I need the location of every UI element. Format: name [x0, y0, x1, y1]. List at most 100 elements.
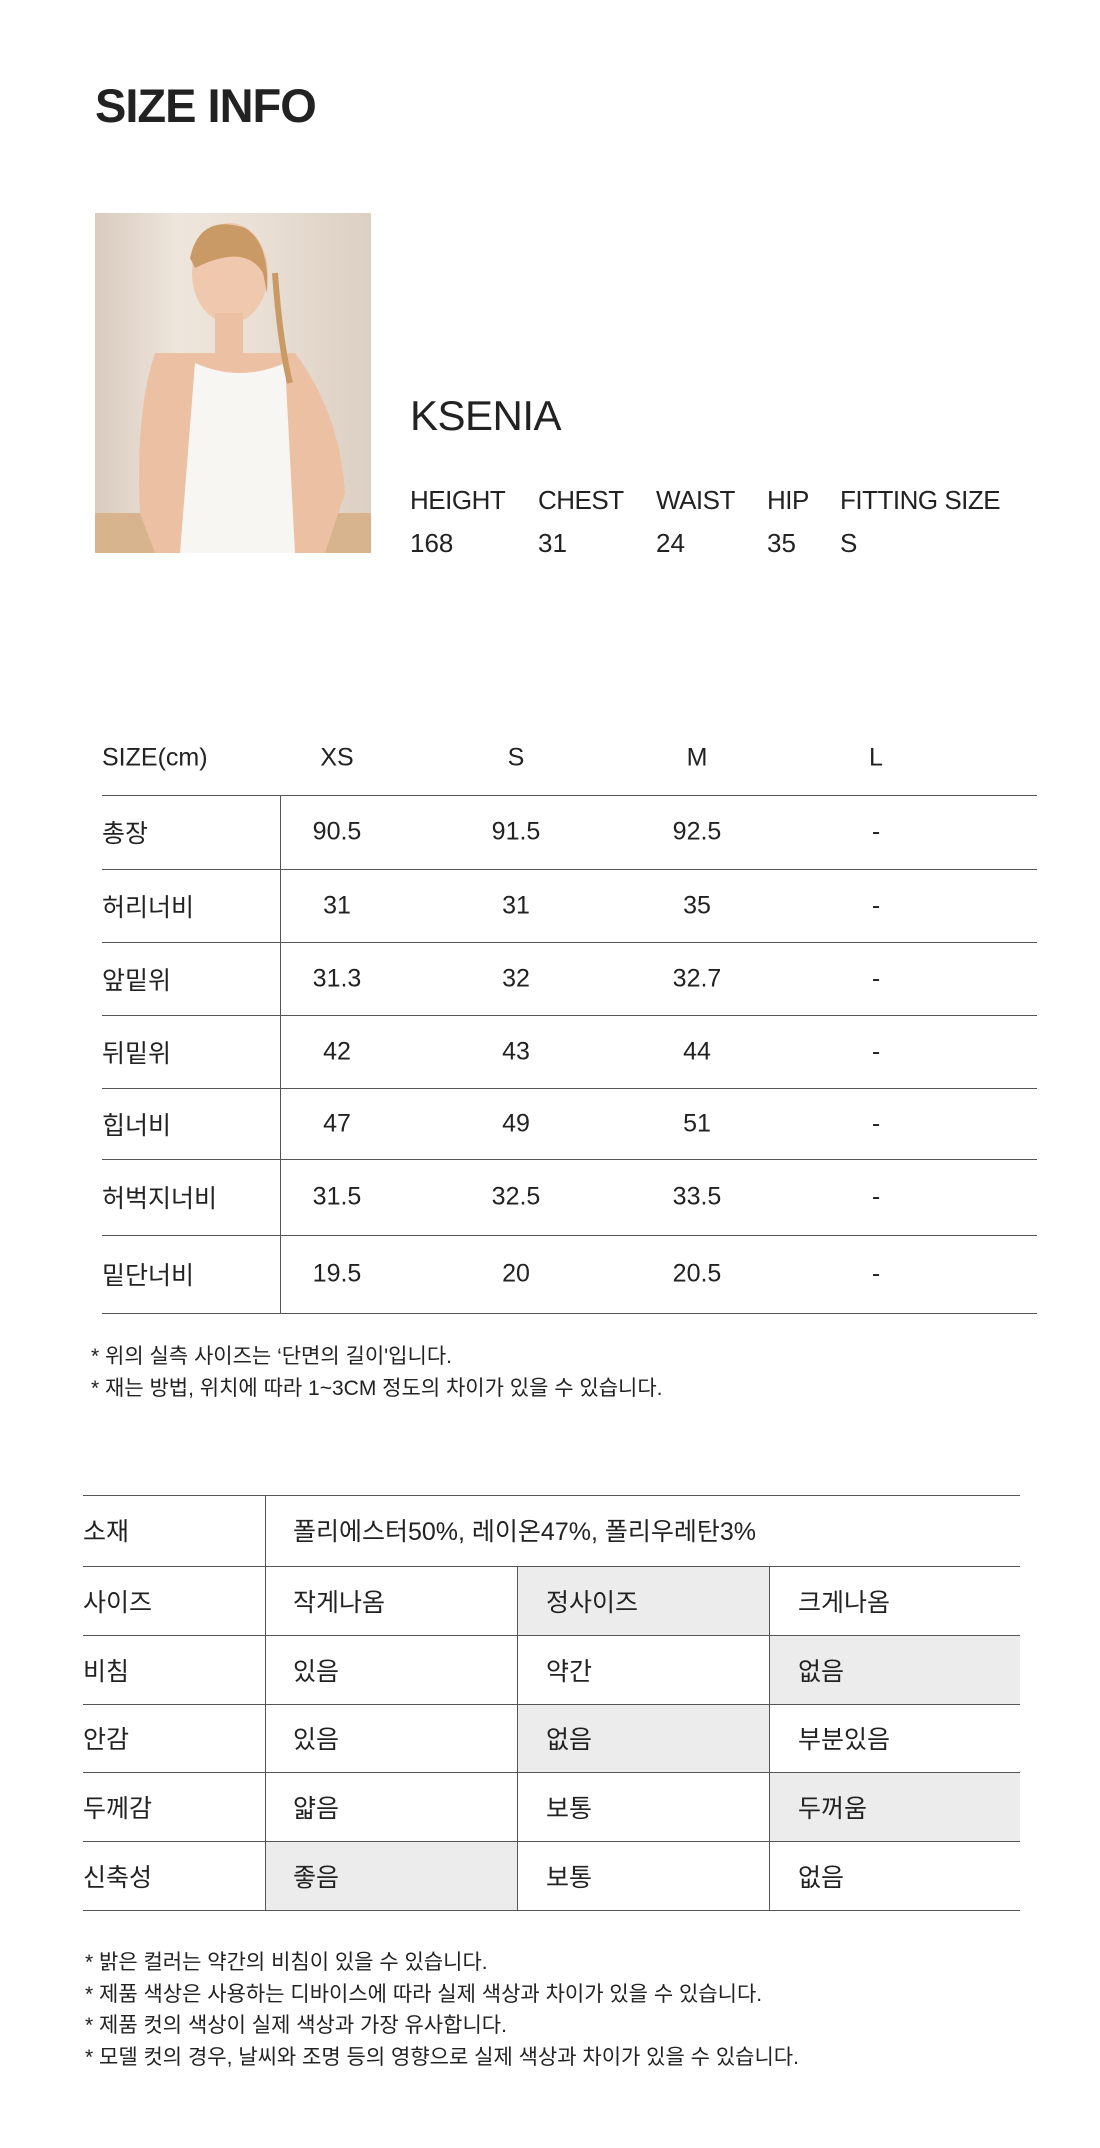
- page-title: SIZE INFO: [95, 79, 317, 132]
- attribute-option: 보통: [546, 1863, 593, 1892]
- note-line: * 모델 컷의 경우, 날씨와 조명 등의 영향으로 실제 색상과 차이가 있을…: [85, 2045, 799, 2069]
- note-line: * 밝은 컬러는 약간의 비침이 있을 수 있습니다.: [85, 1951, 488, 1974]
- size-value: 31.5: [312, 1182, 362, 1211]
- size-value: -: [871, 1109, 881, 1137]
- row-label: 허벅지너비: [102, 1185, 218, 1213]
- row-label: 밑단너비: [102, 1262, 195, 1290]
- selected-cell-bg: [265, 1841, 517, 1910]
- row-label: 뒤밑위: [102, 1039, 172, 1068]
- size-value: 19.5: [312, 1259, 362, 1288]
- stat-label: HEIGHT: [410, 485, 506, 515]
- note-line: * 재는 방법, 위치에 따라 1~3CM 정도의 차이가 있을 수 있습니다.: [91, 1377, 663, 1400]
- attribute-label: 사이즈: [83, 1588, 153, 1617]
- size-value: 91.5: [491, 817, 541, 846]
- row-label: 총장: [102, 820, 149, 848]
- size-value: 20.5: [672, 1259, 722, 1288]
- model-photo: [95, 213, 371, 553]
- model-photo-illustration: [95, 223, 371, 553]
- size-header: M: [686, 743, 708, 772]
- stat-label: WAIST: [656, 485, 735, 515]
- size-value: 42: [323, 1037, 351, 1065]
- size-header-label: SIZE(cm): [102, 743, 208, 772]
- attribute-option: 작게나옴: [293, 1588, 386, 1617]
- table-column-divider: [280, 795, 281, 1313]
- stat-value: 168: [410, 528, 454, 558]
- selected-cell-bg: [769, 1772, 1020, 1841]
- table-divider: [83, 1841, 1020, 1842]
- table-column-divider: [769, 1566, 770, 1910]
- attribute-option-selected: 좋음: [293, 1863, 340, 1892]
- size-value: 31: [323, 891, 351, 919]
- size-value: 92.5: [672, 817, 722, 846]
- selected-cell-bg: [517, 1566, 769, 1635]
- size-value: 31: [502, 891, 530, 919]
- row-label: 힙너비: [102, 1111, 172, 1140]
- size-header: S: [507, 743, 525, 772]
- attribute-label: 안감: [83, 1726, 130, 1754]
- table-divider: [83, 1635, 1020, 1636]
- note-line: * 제품 컷의 색상이 실제 색상과 가장 유사합니다.: [85, 2014, 507, 2037]
- table-divider: [102, 1015, 1037, 1016]
- model-name: KSENIA: [410, 392, 562, 439]
- size-value: 33.5: [672, 1182, 722, 1211]
- size-value: 43: [502, 1037, 530, 1065]
- table-divider: [102, 795, 1037, 796]
- size-value: -: [871, 964, 881, 992]
- attribute-label: 비침: [83, 1657, 130, 1686]
- stat-value: S: [840, 528, 858, 558]
- size-value: 90.5: [312, 817, 362, 846]
- attribute-option-selected: 없음: [798, 1657, 845, 1686]
- attribute-option: 부분있음: [798, 1726, 891, 1754]
- table-divider: [102, 942, 1037, 943]
- attribute-option: 보통: [546, 1794, 593, 1823]
- size-value: -: [871, 1182, 881, 1211]
- note-line: * 제품 색상은 사용하는 디바이스에 따라 실제 색상과 차이가 있을 수 있…: [85, 1982, 763, 2006]
- table-divider: [83, 1566, 1020, 1567]
- size-value: -: [871, 817, 881, 846]
- size-header: L: [869, 743, 883, 772]
- attribute-option: 있음: [293, 1657, 340, 1686]
- note-line: * 위의 실측 사이즈는 ‘단면의 길이'입니다.: [91, 1345, 452, 1368]
- size-value: 32.5: [491, 1182, 541, 1211]
- size-value: 47: [323, 1109, 351, 1137]
- size-value: 49: [502, 1109, 530, 1137]
- stat-label: HIP: [767, 485, 809, 515]
- size-value: -: [871, 1037, 881, 1065]
- table-divider: [83, 1704, 1020, 1705]
- size-value: 32.7: [672, 964, 722, 992]
- stat-value: 24: [656, 528, 685, 558]
- attribute-option: 없음: [798, 1863, 845, 1892]
- attribute-option: 있음: [293, 1726, 340, 1754]
- stat-label: CHEST: [538, 485, 624, 515]
- attribute-option: 크게나옴: [798, 1588, 891, 1617]
- row-label: 허리너비: [102, 893, 195, 922]
- size-value: 31.3: [312, 964, 362, 992]
- size-value: 35: [683, 891, 711, 919]
- size-header: XS: [320, 743, 354, 772]
- size-value: 44: [683, 1037, 711, 1065]
- attribute-option-selected: 없음: [546, 1726, 593, 1754]
- size-value: -: [871, 891, 881, 919]
- stat-value: 31: [538, 528, 567, 558]
- attribute-option-selected: 두꺼움: [798, 1794, 868, 1823]
- table-divider: [102, 1313, 1037, 1314]
- table-divider: [102, 1159, 1037, 1160]
- attribute-option-selected: 정사이즈: [546, 1588, 639, 1617]
- table-column-divider: [265, 1495, 266, 1910]
- table-column-divider: [517, 1566, 518, 1910]
- stat-value: 35: [767, 528, 796, 558]
- row-label: 앞밑위: [102, 966, 172, 995]
- table-divider: [83, 1495, 1020, 1496]
- selected-cell-bg: [517, 1704, 769, 1772]
- table-divider: [102, 869, 1037, 870]
- size-value: 20: [502, 1259, 530, 1288]
- attribute-option: 얇음: [293, 1794, 340, 1823]
- size-value: 32: [502, 964, 530, 992]
- table-divider: [83, 1910, 1020, 1911]
- material-value: 폴리에스터50%, 레이온47%, 폴리우레탄3%: [293, 1518, 756, 1546]
- table-divider: [102, 1088, 1037, 1089]
- material-label: 소재: [83, 1518, 130, 1546]
- table-divider: [83, 1772, 1020, 1773]
- stat-label: FITTING SIZE: [840, 485, 1001, 515]
- attribute-label: 두께감: [83, 1794, 153, 1823]
